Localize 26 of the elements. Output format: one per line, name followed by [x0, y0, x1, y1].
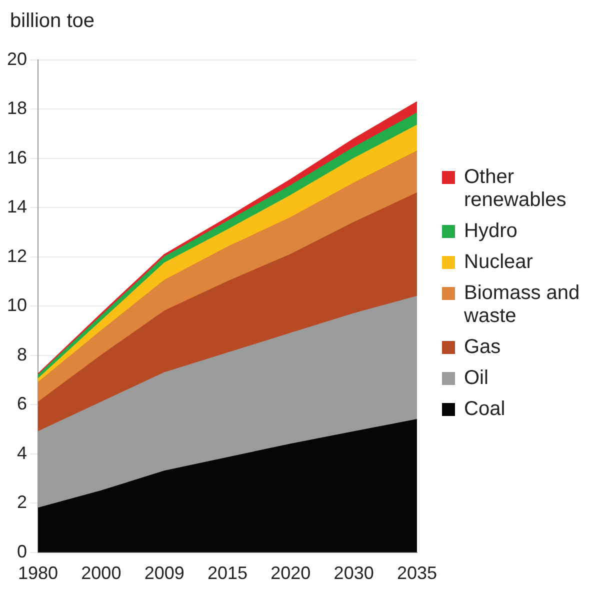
y-tick-label: 18	[6, 98, 28, 118]
legend-label: Hydro	[464, 220, 518, 243]
x-tick-label: 2015	[207, 563, 248, 584]
y-tick-label: 16	[6, 147, 28, 168]
legend-label: Biomass and waste	[464, 282, 581, 328]
legend-label: Gas	[464, 336, 501, 359]
x-tick-label: 2030	[334, 563, 374, 584]
y-tick-label: 6	[17, 394, 28, 414]
legend-label: Nuclear	[464, 251, 533, 274]
y-tick-label: 12	[6, 246, 28, 266]
x-tick-label: 2020	[270, 563, 311, 584]
y-axis-title: billion toe	[10, 10, 95, 33]
x-tick-label: 2035	[396, 563, 437, 584]
x-tick-label: 2009	[144, 563, 184, 584]
y-tick-label: 20	[6, 48, 28, 69]
legend-label: Oil	[464, 367, 488, 390]
y-tick-label: 14	[6, 196, 28, 217]
y-tick-label: 4	[17, 442, 28, 463]
y-tick-label: 10	[6, 295, 28, 316]
x-tick-label: 2000	[81, 563, 122, 584]
y-tick-label: 2	[17, 492, 28, 512]
legend-label: Other renewables	[464, 166, 568, 212]
legend-label: Coal	[464, 398, 506, 421]
x-tick-label: 1980	[18, 563, 58, 584]
y-tick-label: 8	[17, 344, 28, 364]
y-tick-label: 0	[17, 541, 28, 562]
